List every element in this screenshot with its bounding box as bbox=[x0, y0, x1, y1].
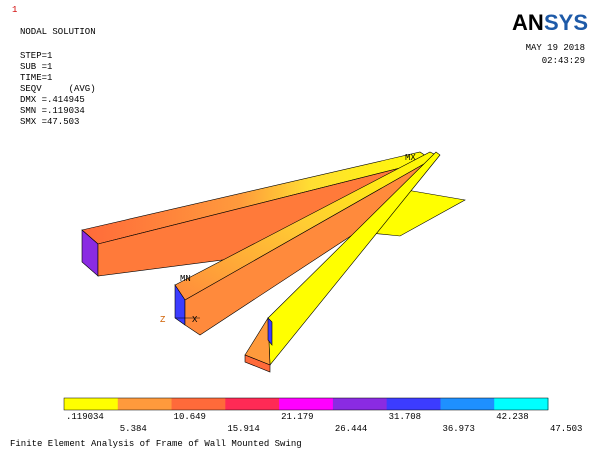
legend-label: 47.503 bbox=[550, 424, 582, 434]
header-line: SUB =1 bbox=[20, 62, 52, 72]
header-line: SEQV (AVG) bbox=[20, 84, 96, 94]
legend-band bbox=[64, 398, 118, 410]
legend-band bbox=[440, 398, 494, 410]
date: MAY 19 2018 bbox=[526, 43, 585, 53]
header-line: SMX =47.503 bbox=[20, 117, 79, 127]
logo-an: AN bbox=[512, 10, 544, 35]
legend-label: 36.973 bbox=[442, 424, 474, 434]
legend-label: 5.384 bbox=[120, 424, 147, 434]
legend-band bbox=[387, 398, 441, 410]
min-label: MN bbox=[180, 274, 191, 284]
plot-title: NODAL SOLUTION bbox=[20, 27, 96, 37]
caption: Finite Element Analysis of Frame of Wall… bbox=[10, 439, 302, 449]
header-line: TIME=1 bbox=[20, 73, 52, 83]
legend-label: 31.708 bbox=[389, 412, 421, 422]
legend-band bbox=[118, 398, 172, 410]
ansys-window: 1 NODAL SOLUTION STEP=1SUB =1TIME=1SEQV … bbox=[0, 0, 590, 450]
legend-label: 21.179 bbox=[281, 412, 313, 422]
legend-band bbox=[494, 398, 548, 410]
legend-label: 10.649 bbox=[174, 412, 206, 422]
legend-label: 26.444 bbox=[335, 424, 367, 434]
max-label: MX bbox=[405, 153, 416, 163]
window-number: 1 bbox=[12, 5, 17, 15]
header-line: STEP=1 bbox=[20, 51, 52, 61]
time: 02:43:29 bbox=[542, 56, 585, 66]
legend-band bbox=[333, 398, 387, 410]
axis-x: X bbox=[192, 315, 198, 325]
header-line: SMN =.119034 bbox=[20, 106, 85, 116]
model bbox=[82, 152, 465, 372]
logo-sys: SYS bbox=[544, 10, 588, 35]
header-line: DMX =.414945 bbox=[20, 95, 85, 105]
axis-z: Z bbox=[160, 315, 166, 325]
viewport: 1 NODAL SOLUTION STEP=1SUB =1TIME=1SEQV … bbox=[0, 0, 590, 450]
legend-band bbox=[225, 398, 279, 410]
legend-band bbox=[172, 398, 226, 410]
legend-label: 15.914 bbox=[227, 424, 259, 434]
legend-band bbox=[279, 398, 333, 410]
legend: .119034 5.384 10.649 15.914 21.179 26.444 31.7… bbox=[64, 398, 582, 434]
legend-label: 42.238 bbox=[496, 412, 528, 422]
legend-label: .119034 bbox=[66, 412, 104, 422]
